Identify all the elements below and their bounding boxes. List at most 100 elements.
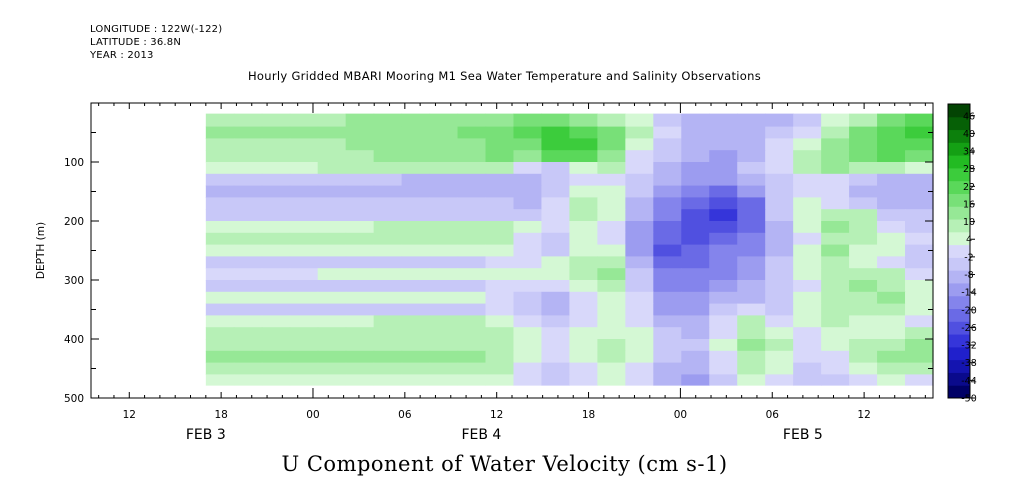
heat-cell [793,268,822,281]
heat-cell [457,126,487,139]
variable-label: U Component of Water Velocity (cm s-1) [281,452,728,476]
heat-cell [233,209,263,222]
heat-cell [681,291,710,305]
heat-cell [345,315,375,328]
colorbar-label: 10 [963,217,975,228]
heat-cell [877,327,906,340]
heat-cell [625,113,654,128]
heat-cell [849,221,878,234]
heat-cell [205,303,235,316]
heat-cell [793,173,822,187]
heat-cell [261,221,291,234]
heat-cell [457,162,487,175]
heat-cell [597,113,626,128]
heat-cell [653,209,682,222]
heat-cell [793,113,822,128]
heat-cell [373,113,403,128]
heat-cell [793,374,822,386]
heat-cell [597,350,626,364]
heat-cell [401,280,431,293]
heat-cell [317,232,347,246]
heat-cell [513,138,543,151]
heat-cell [205,350,235,364]
heat-cell [289,185,319,198]
x-tick-label: 06 [766,409,780,421]
heat-cell [233,291,263,305]
heat-cell [681,209,710,222]
heat-cell [401,113,431,128]
heat-cell [793,150,822,163]
heat-cell [709,221,738,234]
heat-cell [737,291,766,305]
heat-cell [233,303,263,316]
heat-cell [513,374,543,386]
heat-cell [597,280,626,293]
heat-cell [457,315,487,328]
heat-cell [821,256,850,269]
heat-cell [597,339,626,352]
heat-cell [485,173,515,187]
heat-cell [877,185,906,198]
heat-cell [597,244,626,257]
heat-cell [709,350,738,364]
heat-cell [737,350,766,364]
heat-cell [681,185,710,198]
x-tick-label: 12 [857,409,870,421]
heat-cell [345,173,375,187]
heat-cell [709,280,738,293]
colorbar-swatch [948,334,970,348]
heat-cell [317,244,347,257]
heat-cell [625,327,654,340]
heat-cell [541,291,571,305]
heat-cell [205,138,235,151]
heat-cell [317,150,347,163]
heat-cell [653,232,682,246]
heat-cell [681,162,710,175]
heat-cell [485,327,515,340]
heat-cell [793,350,822,364]
heat-cell [597,162,626,175]
heat-cell [821,291,850,305]
heat-cell [653,162,682,175]
colorbar-swatch [948,372,970,386]
heat-cell [261,162,291,175]
heat-cell [793,280,822,293]
heat-cell [625,244,654,257]
heat-cell [485,209,515,222]
heat-cell [513,197,543,210]
heat-cell [849,327,878,340]
heat-cell [373,138,403,151]
heat-cell [877,197,906,210]
heat-cell [541,244,571,257]
colorbar-swatch [948,219,970,233]
heat-cell [345,185,375,198]
heat-cell [541,315,571,328]
heat-cell [625,162,654,175]
x-tick-label: 12 [490,409,503,421]
heat-cell [709,244,738,257]
heat-cell [737,303,766,316]
heat-cell [429,315,459,328]
heat-cell [625,374,654,386]
heat-cell [681,315,710,328]
heat-cell [597,315,626,328]
heat-cell [569,315,598,328]
colorbar-label: -8 [964,270,973,281]
heat-cell [877,256,906,269]
heat-cell [513,232,543,246]
heat-cell [289,339,319,352]
heat-cell [429,232,459,246]
heat-cell [905,268,934,281]
heat-cell [569,162,598,175]
heat-cell [429,150,459,163]
heat-cell [681,362,710,375]
heat-cell [793,315,822,328]
heat-cell [429,173,459,187]
heat-cell [737,315,766,328]
x-tick-label: 00 [674,409,687,421]
heat-cell [765,162,794,175]
heat-cell [737,126,766,139]
heat-cell [401,162,431,175]
heat-cell [849,126,878,139]
colorbar-swatch [948,104,970,118]
